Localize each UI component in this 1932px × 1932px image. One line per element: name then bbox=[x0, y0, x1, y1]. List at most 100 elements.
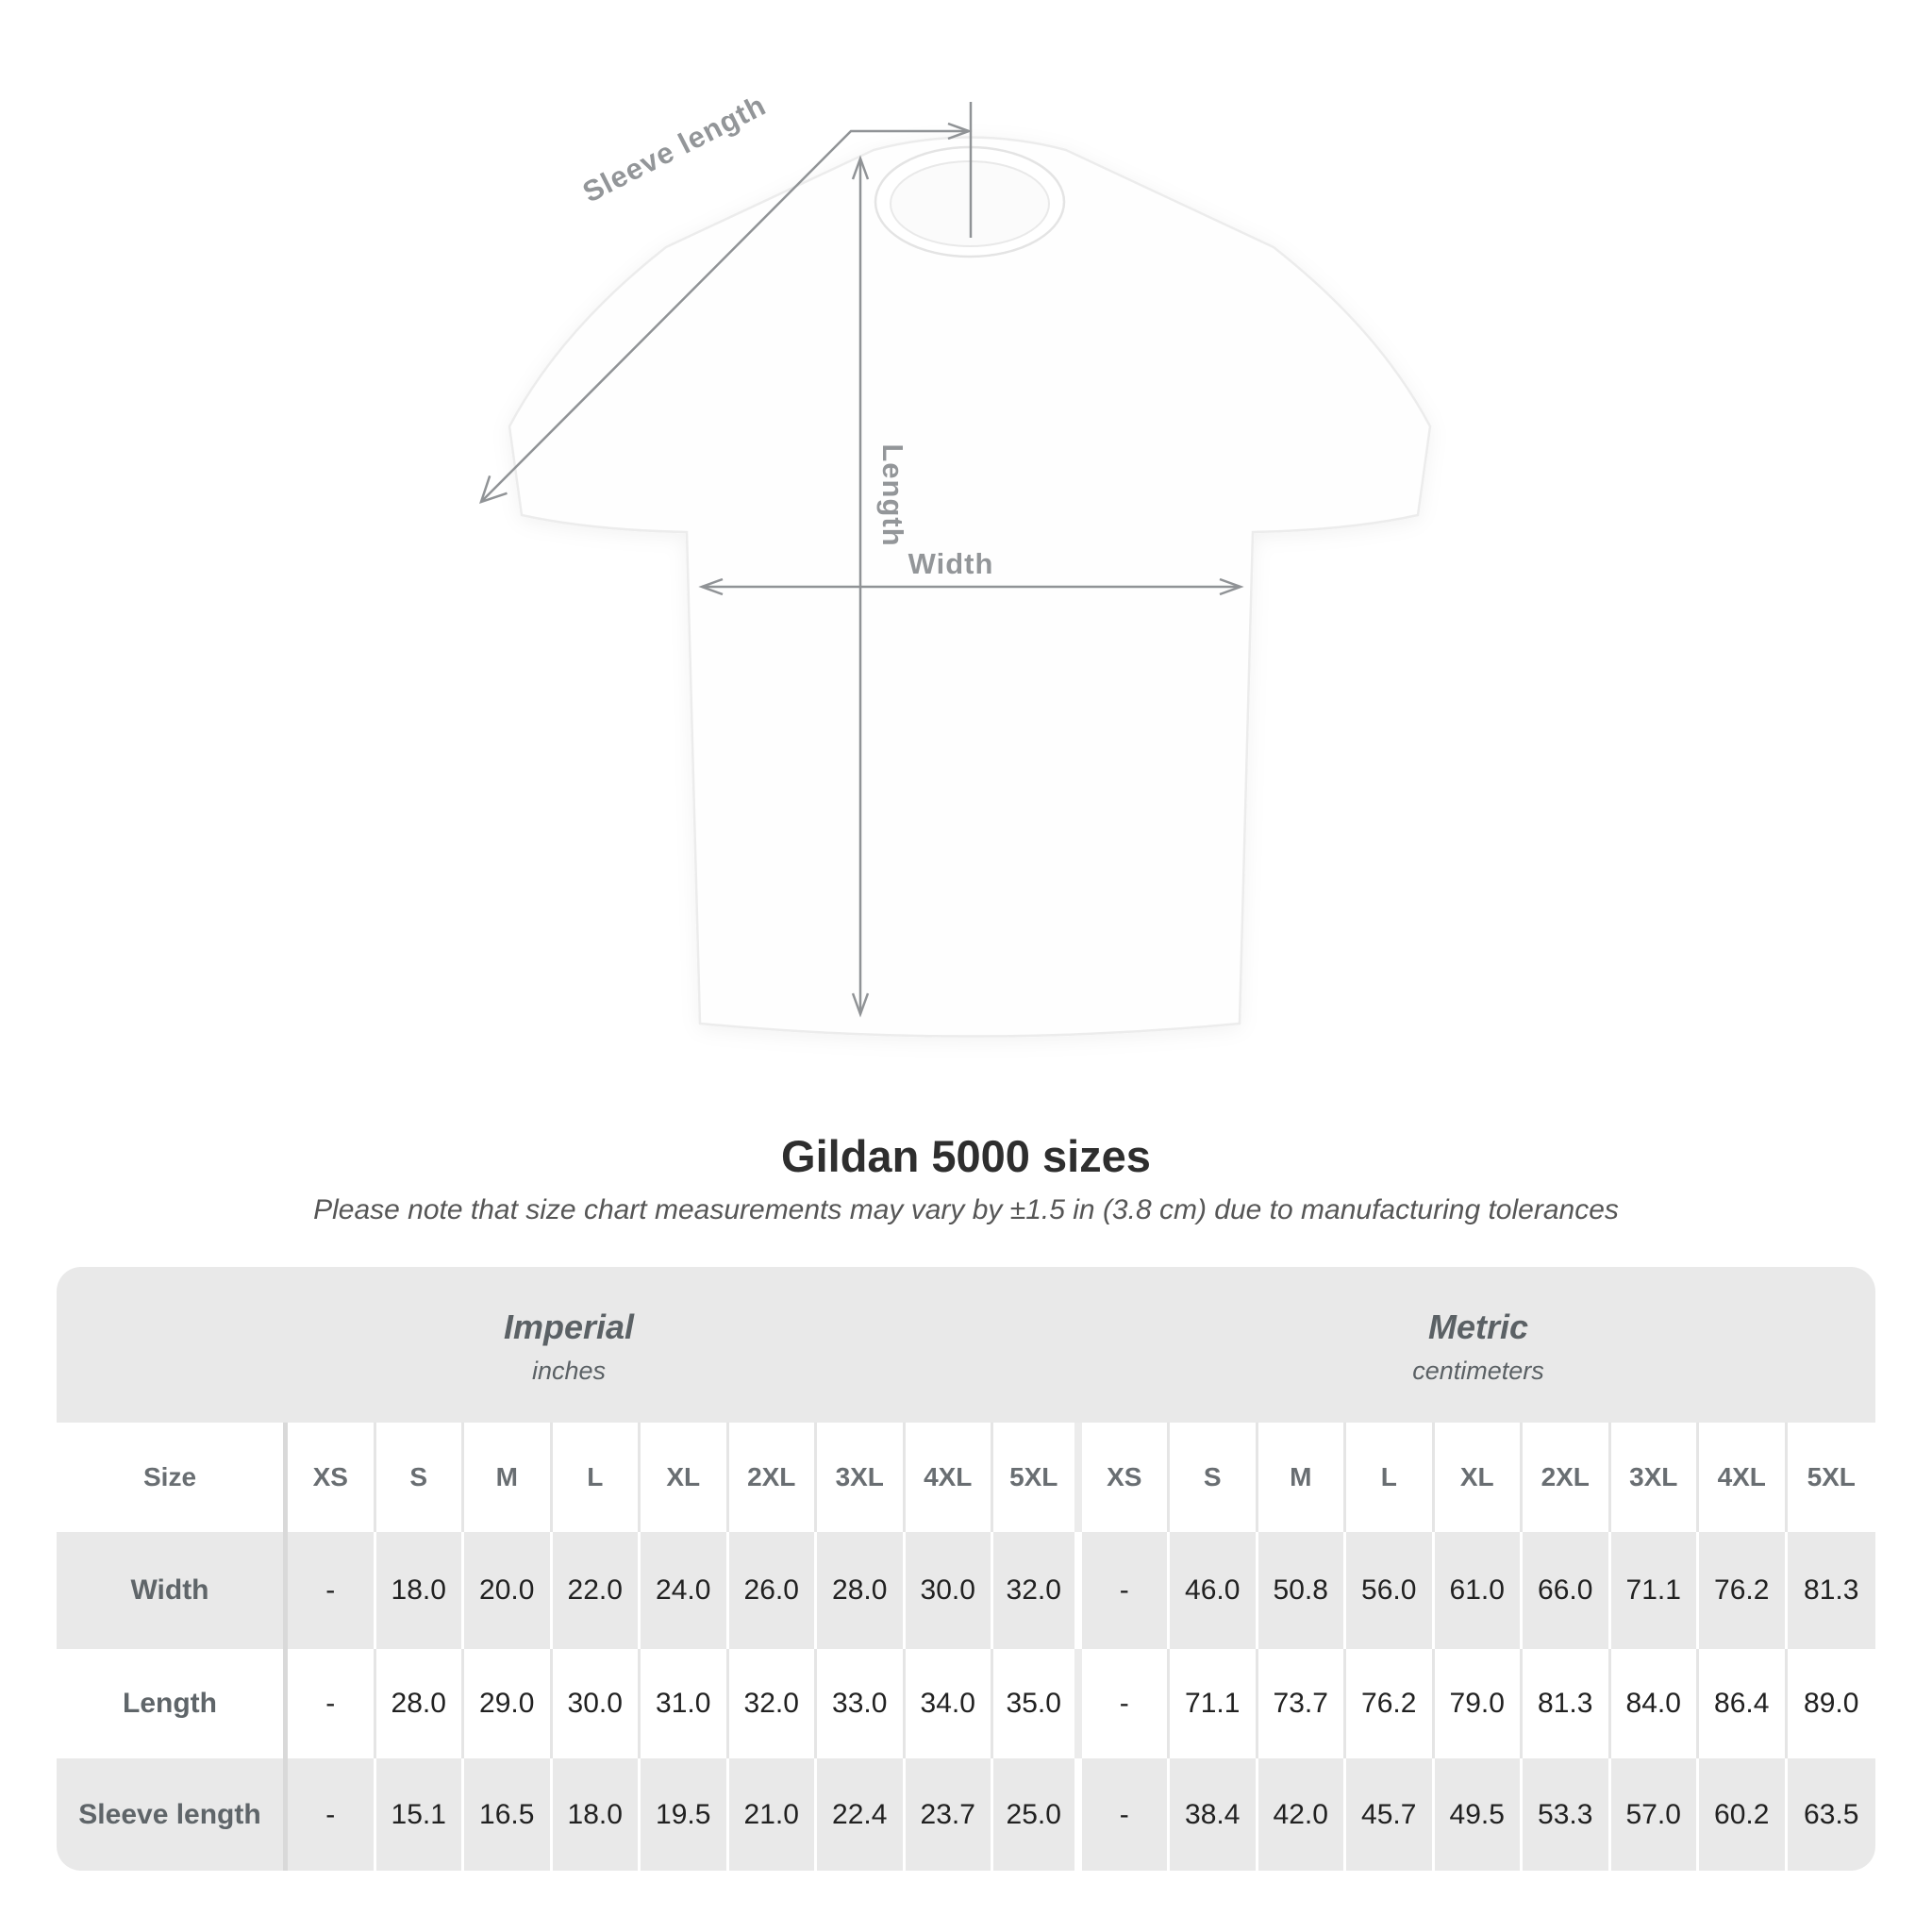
value-cell: 30.0 bbox=[906, 1532, 993, 1649]
value-cell: 86.4 bbox=[1699, 1649, 1788, 1758]
value-cell: 19.5 bbox=[641, 1758, 729, 1871]
value-cell: 23.7 bbox=[906, 1758, 993, 1871]
value-cell: 49.5 bbox=[1435, 1758, 1523, 1871]
value-cell: 76.2 bbox=[1699, 1532, 1788, 1649]
value-cell: - bbox=[288, 1532, 376, 1649]
value-cell: 32.0 bbox=[993, 1532, 1082, 1649]
value-cell: 33.0 bbox=[817, 1649, 906, 1758]
header-row: Size XS S M L XL 2XL 3XL 4XL 5XL XS S M … bbox=[57, 1423, 1875, 1532]
value-cell: 42.0 bbox=[1258, 1758, 1346, 1871]
width-label: Width bbox=[908, 547, 994, 580]
value-cell: - bbox=[288, 1758, 376, 1871]
value-cell: 71.1 bbox=[1611, 1532, 1699, 1649]
value-cell: 53.3 bbox=[1523, 1758, 1611, 1871]
sleeve-length-arrowhead-end bbox=[479, 475, 508, 504]
value-cell: 50.8 bbox=[1258, 1532, 1346, 1649]
value-cell: 24.0 bbox=[641, 1532, 729, 1649]
value-cell: 61.0 bbox=[1435, 1532, 1523, 1649]
value-cell: 16.5 bbox=[464, 1758, 553, 1871]
value-cell: - bbox=[288, 1649, 376, 1758]
value-cell: 30.0 bbox=[553, 1649, 641, 1758]
size-header: 3XL bbox=[1611, 1423, 1699, 1532]
value-cell: 89.0 bbox=[1804, 1688, 1859, 1719]
size-header: 4XL bbox=[1699, 1423, 1788, 1532]
width-row: Width - 18.0 20.0 22.0 24.0 26.0 28.0 30… bbox=[57, 1532, 1875, 1649]
value-cell: 21.0 bbox=[729, 1758, 817, 1871]
value-cell: 81.3 bbox=[1523, 1649, 1611, 1758]
value-cell: - bbox=[1082, 1649, 1170, 1758]
value-cell: 46.0 bbox=[1170, 1532, 1258, 1649]
value-cell: 25.0 bbox=[993, 1758, 1082, 1871]
size-header: M bbox=[464, 1423, 553, 1532]
value-cell: 81.3 bbox=[1804, 1574, 1859, 1606]
value-cell: 35.0 bbox=[993, 1649, 1082, 1758]
size-header: XL bbox=[641, 1423, 729, 1532]
value-cell: 56.0 bbox=[1346, 1532, 1435, 1649]
imperial-unit: inches bbox=[531, 1357, 607, 1385]
value-cell: 32.0 bbox=[729, 1649, 817, 1758]
value-cell: 20.0 bbox=[464, 1532, 553, 1649]
sleeve-length-arrow bbox=[480, 129, 969, 503]
value-cell: 79.0 bbox=[1435, 1649, 1523, 1758]
size-header: L bbox=[1346, 1423, 1435, 1532]
measurement-arrows bbox=[479, 102, 1244, 1018]
width-arrowhead-left bbox=[698, 577, 724, 596]
metric-unit: centimeters bbox=[1412, 1357, 1544, 1385]
size-col-header: Size bbox=[57, 1423, 288, 1532]
value-cell: - bbox=[1082, 1532, 1170, 1649]
size-header: 2XL bbox=[729, 1423, 817, 1532]
value-cell: 31.0 bbox=[641, 1649, 729, 1758]
size-header: M bbox=[1258, 1423, 1346, 1532]
value-cell: 22.0 bbox=[553, 1532, 641, 1649]
value-cell: 15.1 bbox=[376, 1758, 464, 1871]
unit-band: Imperial inches Metric centimeters bbox=[57, 1267, 1875, 1423]
size-header: 2XL bbox=[1523, 1423, 1611, 1532]
row-label: Length bbox=[57, 1649, 288, 1758]
value-cell: 63.5 bbox=[1804, 1798, 1859, 1830]
value-cell: 57.0 bbox=[1611, 1758, 1699, 1871]
value-cell: 71.1 bbox=[1170, 1649, 1258, 1758]
sleeve-length-label: Sleeve length bbox=[577, 89, 772, 209]
value-cell: 34.0 bbox=[906, 1649, 993, 1758]
value-cell: 76.2 bbox=[1346, 1649, 1435, 1758]
size-header: 5XL bbox=[1807, 1462, 1856, 1491]
tshirt-measurement-diagram: Sleeve length Length Width bbox=[479, 89, 1432, 1038]
tolerance-note: Please note that size chart measurements… bbox=[313, 1194, 1619, 1225]
value-cell: 29.0 bbox=[464, 1649, 553, 1758]
metric-header: Metric centimeters bbox=[1081, 1267, 1875, 1423]
value-cell: 60.2 bbox=[1699, 1758, 1788, 1871]
length-label: Length bbox=[876, 443, 909, 546]
sleeve-length-arrowhead-right bbox=[947, 122, 973, 141]
value-cell: - bbox=[1082, 1758, 1170, 1871]
value-cell: 45.7 bbox=[1346, 1758, 1435, 1871]
length-arrowhead-bottom bbox=[851, 992, 870, 1018]
row-label: Width bbox=[57, 1532, 288, 1649]
value-cell: 28.0 bbox=[376, 1649, 464, 1758]
width-arrowhead-right bbox=[1219, 577, 1244, 596]
size-table: Imperial inches Metric centimeters Size … bbox=[57, 1267, 1875, 1871]
imperial-title: Imperial bbox=[503, 1307, 635, 1346]
length-arrowhead-top bbox=[851, 155, 870, 180]
value-cell: 84.0 bbox=[1611, 1649, 1699, 1758]
size-header: 4XL bbox=[906, 1423, 993, 1532]
size-header: S bbox=[376, 1423, 464, 1532]
value-cell: 22.4 bbox=[817, 1758, 906, 1871]
metric-title: Metric bbox=[1427, 1307, 1529, 1346]
value-cell: 18.0 bbox=[553, 1758, 641, 1871]
size-header: XL bbox=[1435, 1423, 1523, 1532]
size-header: S bbox=[1170, 1423, 1258, 1532]
value-cell: 66.0 bbox=[1523, 1532, 1611, 1649]
size-header: XS bbox=[1082, 1423, 1170, 1532]
value-cell: 26.0 bbox=[729, 1532, 817, 1649]
value-cell: 28.0 bbox=[817, 1532, 906, 1649]
length-row: Length - 28.0 29.0 30.0 31.0 32.0 33.0 3… bbox=[57, 1649, 1875, 1758]
row-label: Sleeve length bbox=[57, 1758, 288, 1871]
sleeve-length-row: Sleeve length - 15.1 16.5 18.0 19.5 21.0… bbox=[57, 1758, 1875, 1871]
value-cell: 73.7 bbox=[1258, 1649, 1346, 1758]
imperial-header: Imperial inches bbox=[57, 1267, 1081, 1423]
size-header: XS bbox=[288, 1423, 376, 1532]
size-header: L bbox=[553, 1423, 641, 1532]
value-cell: 38.4 bbox=[1170, 1758, 1258, 1871]
page-title: Gildan 5000 sizes bbox=[781, 1131, 1151, 1181]
